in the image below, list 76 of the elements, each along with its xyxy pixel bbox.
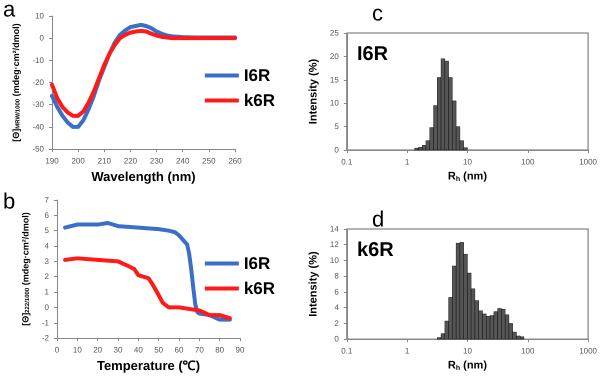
y-tick-label: 3 [44,256,50,266]
x-axis-title: Temperature (℃) [96,358,200,373]
x-tick-label: 90 [236,346,245,355]
x-tick-label: 50 [154,346,164,355]
x-tick-label: 240 [176,156,190,166]
legend-label: I6R [244,66,270,85]
x-tick-label: 30 [114,346,123,355]
y-tick-label: 10 [330,256,340,265]
x-tick-label: 220 [124,156,138,166]
x-tick-label: 70 [194,346,204,355]
y-tick-label: -40 [32,122,45,132]
y-tick-label: 4 [334,303,340,312]
y-tick-label: 4 [44,242,50,251]
y-tick-label: -50 [32,144,45,154]
y-tick-label: 14 [330,224,340,234]
x-tick-label: 1 [404,158,410,166]
y-tick-label: 10 [330,98,340,108]
x-tick-label: 100 [521,346,535,356]
y-tick-label: 20 [330,52,340,61]
x-tick-label: 0.1 [341,346,353,356]
y-tick-label: 12 [330,240,340,250]
x-tick-label: 260 [228,156,242,166]
y-tick-label: -10 [32,56,45,65]
y-tick-label: -1 [42,318,50,328]
legend-label: I6R [244,254,270,273]
line-series [63,221,232,322]
y-tick-label: 25 [330,28,340,38]
x-tick-label: 1 [404,346,410,356]
y-tick-label: -20 [32,78,45,88]
y-tick-label: 0 [40,34,45,43]
text: k6R [357,239,394,261]
annotation: d [372,206,384,232]
x-tick-label: 210 [98,156,112,166]
legend-label: k6R [244,91,275,110]
y-tick-label: 7 [44,196,50,204]
y-tick-label: 10 [35,12,45,20]
y-tick-label: 15 [330,75,340,84]
text: b [3,188,16,214]
x-tick-label: 10 [462,158,472,166]
y-tick-label: 0 [44,302,50,312]
x-tick-label: 250 [202,156,216,166]
text: a [3,0,16,22]
y-axis-title: Intensity (%) [308,251,320,317]
x-tick-label: 80 [215,346,225,355]
y-tick-label: 5 [44,226,50,236]
y-tick-label: 6 [44,210,50,220]
y-tick-label: 8 [334,272,340,281]
x-tick-label: 200 [71,156,86,166]
x-tick-label: 0.1 [341,158,353,166]
text: c [372,0,383,26]
x-tick-label: 0 [54,346,60,355]
x-tick-label: 1000 [579,158,598,166]
x-tick-label: 100 [521,158,535,166]
y-tick-label: 0 [334,146,340,154]
y-tick-label: -30 [32,100,45,110]
line-series [63,256,232,320]
x-tick-label: 1000 [579,346,598,356]
x-tick-label: 60 [174,346,184,355]
line-series [50,28,237,118]
x-tick-label: 20 [93,346,103,355]
y-tick-label: 2 [44,272,50,282]
x-tick-label: 40 [134,346,144,355]
y-tick-label: 1 [44,288,50,297]
x-tick-label: 190 [45,156,60,166]
x-tick-label: 10 [72,346,82,355]
x-axis-title: Wavelength (nm) [91,169,196,184]
x-tick-label: 230 [150,156,164,166]
y-axis-title: Intensity (%) [308,58,320,124]
y-tick-label: -2 [42,334,50,343]
legend-label: k6R [244,279,275,298]
y-tick-label: 2 [334,318,340,328]
text: I6R [357,43,389,65]
x-tick-label: 10 [462,346,472,356]
y-tick-label: 6 [334,287,340,296]
y-tick-label: 0 [334,334,340,344]
y-tick-label: 5 [334,122,340,132]
